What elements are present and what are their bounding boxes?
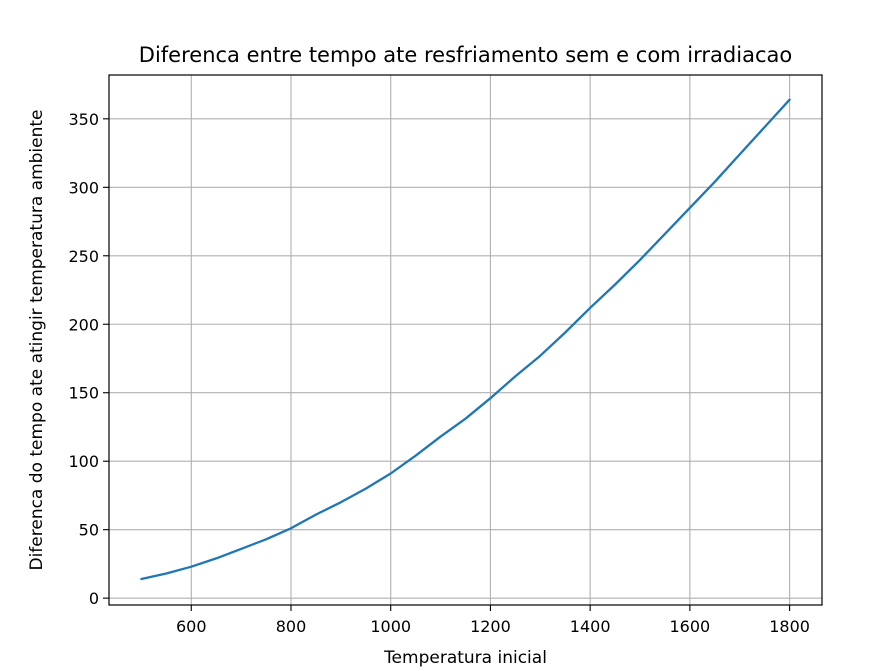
y-tick-label: 300 — [68, 178, 99, 197]
y-tick-label: 0 — [89, 589, 99, 608]
y-tick-label: 100 — [68, 452, 99, 471]
x-axis-label: Temperatura inicial — [383, 648, 547, 668]
x-tick-label: 1200 — [470, 617, 511, 636]
series-layer — [140, 98, 791, 581]
x-tick-label: 1400 — [570, 617, 611, 636]
y-tick-label: 350 — [68, 110, 99, 129]
chart-title: Diferenca entre tempo ate resfriamento s… — [139, 43, 792, 67]
x-tick-label: 1800 — [769, 617, 810, 636]
series-line — [140, 98, 791, 581]
x-tick-label: 1000 — [370, 617, 411, 636]
y-tick-label: 50 — [79, 521, 99, 540]
x-tick-label: 800 — [276, 617, 307, 636]
plot-frame — [108, 74, 823, 606]
x-tick-label: 600 — [176, 617, 207, 636]
y-tick-label: 150 — [68, 384, 99, 403]
y-tick-label: 250 — [68, 247, 99, 266]
grid-lines — [109, 75, 822, 605]
x-tick-label: 1600 — [670, 617, 711, 636]
y-axis-label: Diferenca do tempo ate atingir temperatu… — [27, 109, 47, 570]
axis-ticks: 600 800 1000 1200 1400 1600 1800 0 50 100 150 200 25… — [68, 110, 809, 636]
y-tick-label: 200 — [68, 315, 99, 334]
